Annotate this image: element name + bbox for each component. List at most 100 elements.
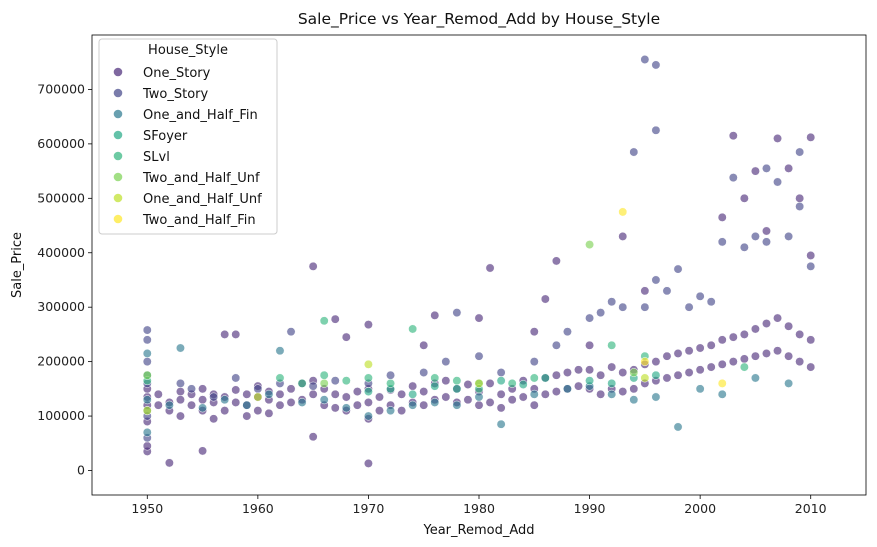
data-point-one-and-half-fin [529, 389, 539, 399]
data-point-two-story [386, 370, 395, 380]
data-point-two-and-half-unf [142, 370, 152, 380]
data-point-one-story [795, 357, 805, 367]
legend-title: House_Style [148, 43, 228, 58]
data-point-one-story [728, 357, 738, 367]
data-point-two-story [651, 275, 661, 285]
data-point-slvl [739, 362, 749, 372]
data-point-one-story [153, 400, 163, 410]
data-point-one-story [551, 370, 561, 380]
data-point-slvl [319, 316, 329, 326]
data-point-one-story [209, 414, 219, 424]
data-point-one-story [352, 387, 362, 397]
data-point-two-story [496, 368, 506, 377]
data-point-slvl [529, 373, 539, 383]
data-point-one-and-half-unf [142, 406, 152, 416]
data-point-two-story [563, 327, 572, 337]
data-point-one-story [706, 362, 716, 372]
data-point-one-story [419, 340, 429, 350]
legend-label: One_and_Half_Unf [143, 192, 262, 207]
data-point-one-story [375, 392, 384, 402]
chart-title: Sale_Price vs Year_Remod_Add by House_St… [298, 10, 660, 29]
data-point-one-story [496, 389, 506, 399]
data-point-one-story [153, 389, 163, 399]
data-point-two-story [452, 308, 462, 318]
data-point-one-and-half-fin [695, 384, 705, 394]
data-point-one-story [441, 392, 451, 402]
data-point-two-story [795, 147, 805, 157]
data-point-two-story [717, 237, 727, 247]
legend-label: One_Story [143, 66, 211, 81]
data-point-two-story [684, 302, 694, 312]
data-point-one-story [397, 406, 407, 416]
x-axis-title: Year_Remod_Add [422, 523, 534, 538]
data-point-one-story [773, 346, 782, 356]
data-point-one-story [762, 349, 771, 358]
data-point-one-story [596, 370, 606, 380]
data-point-two-and-half-fin [618, 207, 628, 217]
data-point-two-story [762, 163, 771, 173]
data-point-one-and-half-fin [363, 411, 373, 421]
y-tick-label: 600000 [37, 136, 85, 151]
data-point-two-story [651, 125, 661, 135]
data-point-one-story [220, 406, 230, 416]
data-point-one-story [640, 286, 650, 296]
data-point-two-and-half-unf [629, 368, 639, 377]
data-point-one-story [540, 389, 550, 399]
points-layer [142, 55, 816, 468]
y-axis: 0 100000 200000 300000 400000 500000 600000 700… [37, 81, 92, 478]
data-point-two-story [187, 384, 196, 394]
data-point-one-story [463, 380, 473, 389]
legend-marker [113, 172, 123, 182]
data-point-one-story [430, 310, 440, 320]
legend-label: SFoyer [143, 129, 188, 144]
data-point-one-story [762, 226, 771, 236]
data-point-one-story [629, 384, 639, 394]
data-point-one-story [419, 400, 429, 410]
data-point-two-story [673, 264, 683, 274]
data-point-one-story [330, 389, 340, 399]
data-point-slvl [341, 376, 351, 386]
data-point-slvl [430, 373, 440, 383]
data-point-slvl [319, 370, 329, 380]
data-point-slvl [607, 340, 617, 350]
data-point-one-story [563, 368, 572, 377]
data-point-one-story [795, 193, 805, 203]
y-axis-title: Sale_Price [10, 232, 25, 298]
data-point-two-story [784, 231, 794, 241]
data-point-one-story [695, 343, 705, 353]
data-point-one-story [750, 166, 760, 176]
x-tick-label: 2010 [795, 501, 827, 516]
data-point-one-story [706, 340, 716, 350]
data-point-one-and-half-unf [640, 373, 650, 383]
data-point-one-story [474, 313, 484, 323]
data-point-one-story [308, 389, 318, 399]
data-point-one-story [529, 400, 539, 410]
legend-marker [113, 109, 123, 119]
data-point-two-story [474, 351, 484, 361]
data-point-one-story [375, 406, 384, 416]
data-point-one-story [784, 351, 794, 361]
data-point-two-and-half-unf [585, 240, 595, 250]
legend: House_Style One_Story Two_Story One_and_Ha… [98, 38, 278, 235]
data-point-one-story [485, 378, 495, 388]
data-point-sfoyer [518, 380, 528, 389]
data-point-one-and-half-unf [363, 359, 373, 369]
data-point-two-and-half-unf [319, 378, 329, 388]
data-point-two-story [176, 378, 185, 388]
data-point-one-story [341, 332, 351, 342]
data-point-one-story [795, 329, 805, 339]
data-point-one-story [308, 432, 318, 442]
data-point-one-and-half-fin [430, 398, 440, 407]
data-point-one-story [264, 408, 274, 418]
legend-marker [113, 88, 123, 98]
data-point-one-story [363, 320, 373, 330]
data-point-one-story [341, 392, 351, 402]
data-point-one-story [784, 321, 794, 331]
data-point-sfoyer [496, 376, 506, 386]
data-point-one-story [441, 376, 451, 386]
data-point-one-story [585, 365, 595, 375]
y-tick-label: 300000 [37, 299, 85, 314]
data-point-one-and-half-fin [717, 389, 727, 399]
data-point-two-story [662, 286, 672, 296]
x-tick-label: 1970 [353, 501, 385, 516]
